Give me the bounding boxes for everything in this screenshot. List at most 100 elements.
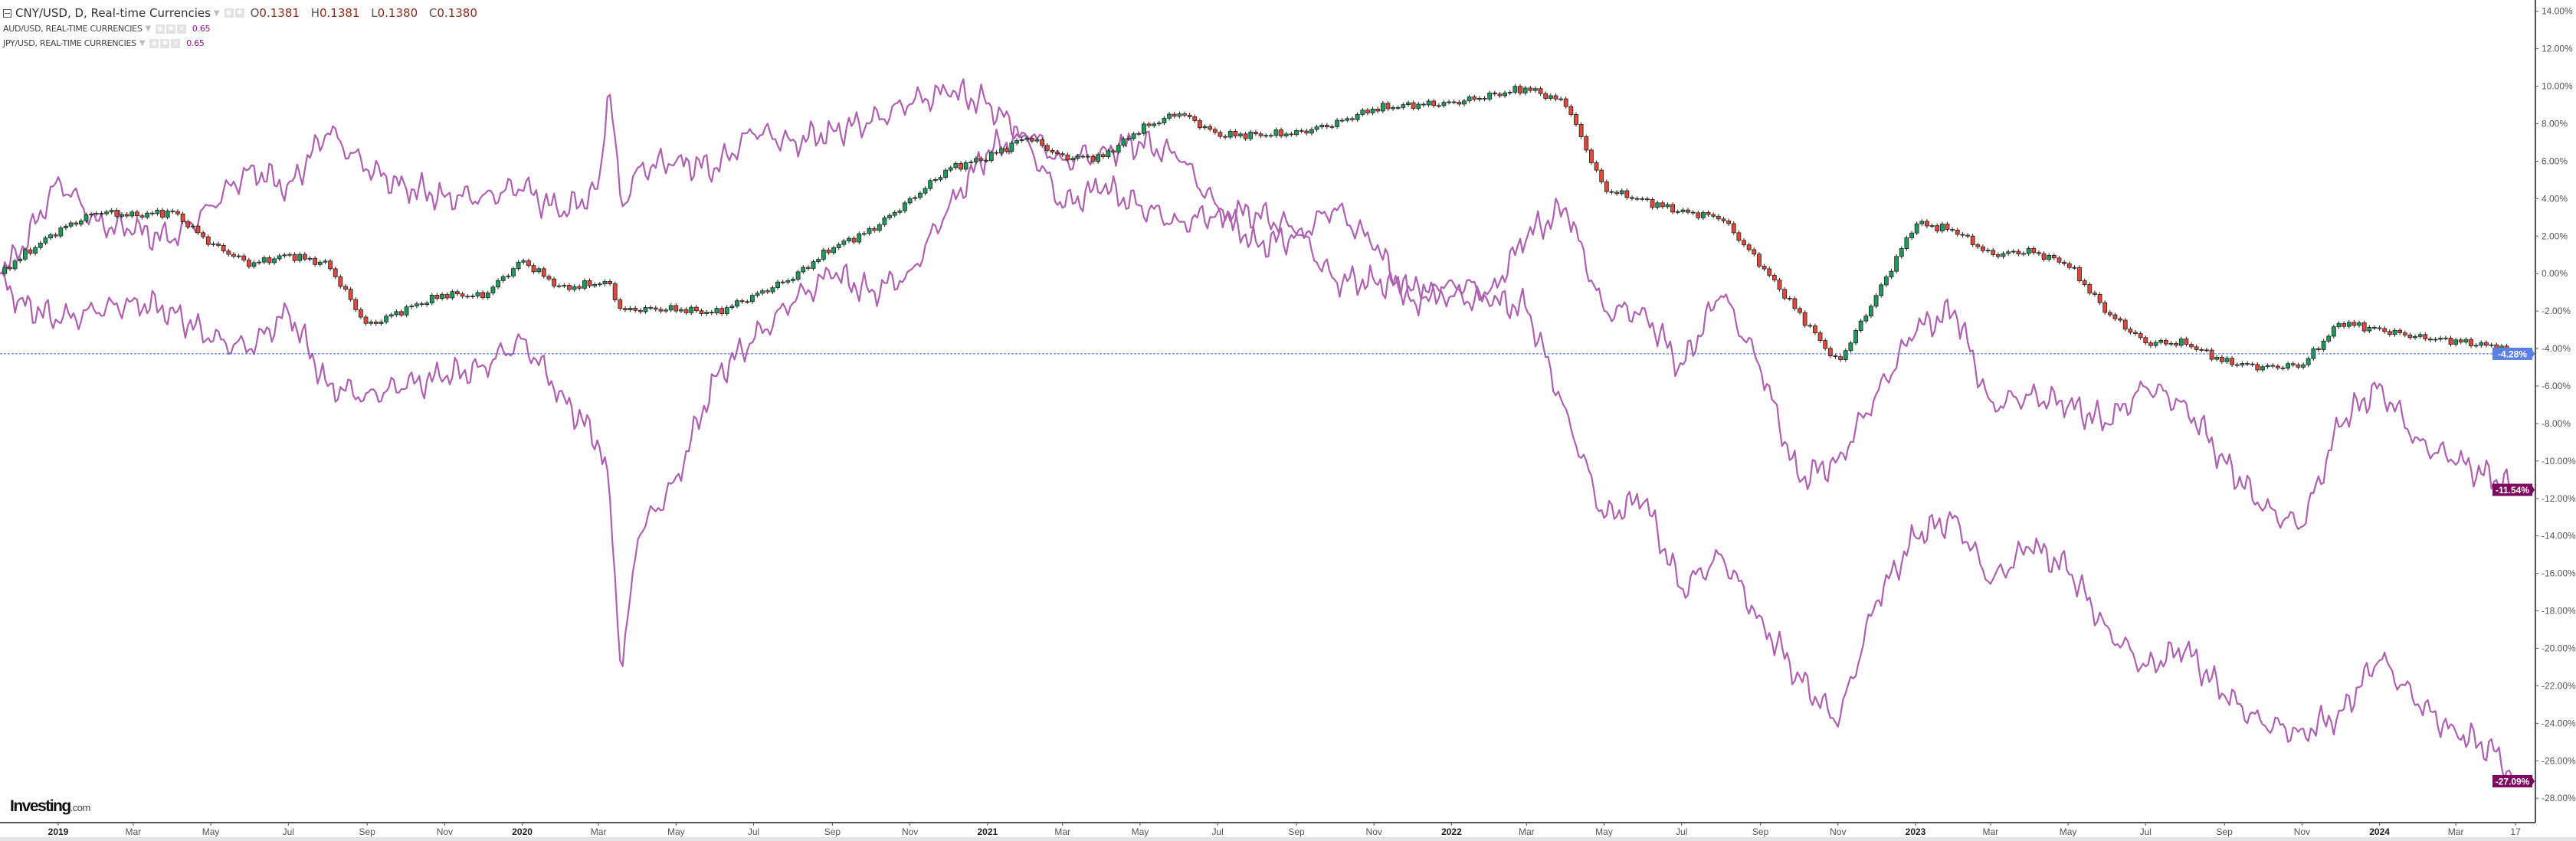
candle [236, 254, 241, 259]
jpy-series-title[interactable]: JPY/USD, REAL-TIME CURRENCIES [3, 38, 136, 48]
candle [1106, 149, 1111, 159]
candle [1258, 131, 1263, 139]
candle [333, 266, 338, 280]
candle-body [1289, 133, 1294, 136]
candle [1034, 137, 1040, 144]
candle [1670, 202, 1676, 214]
candle-body [1227, 130, 1233, 138]
bottom-scroll-strip[interactable] [0, 837, 2576, 841]
close-icon[interactable]: ✕ [171, 38, 181, 48]
candle [2026, 246, 2031, 256]
gear-icon[interactable]: ✱ [166, 24, 175, 34]
main-series-title[interactable]: CNY/USD, D, Real-time Currencies [15, 6, 211, 20]
candle [1675, 209, 1680, 214]
candle [1299, 128, 1304, 133]
candle-body [1584, 136, 1589, 151]
aud-series-title[interactable]: AUD/USD, REAL-TIME CURRENCIES [3, 24, 143, 34]
candle-body [120, 214, 124, 217]
candle [2011, 249, 2016, 254]
candle-body [1187, 114, 1192, 117]
candle [496, 278, 500, 290]
x-tick-label: Nov [437, 826, 453, 837]
candle [2316, 346, 2321, 352]
candle-body [2153, 342, 2158, 346]
candle-body [43, 237, 48, 244]
y-tick-label: -24.00% [2542, 718, 2576, 728]
dropdown-caret-icon[interactable]: ▼ [139, 39, 146, 47]
candle-body [693, 306, 699, 312]
visibility-icon[interactable]: ◉ [149, 38, 159, 48]
y-tick-label: 8.00% [2542, 118, 2568, 129]
candle [628, 306, 633, 313]
candle [2240, 361, 2245, 368]
candle [1574, 112, 1578, 127]
candle-body [287, 254, 292, 256]
candle-body [1162, 117, 1167, 123]
x-tick-label: Mar [1983, 826, 1999, 837]
candle [668, 303, 673, 313]
gear-icon[interactable]: ✱ [234, 8, 244, 18]
price-axis[interactable]: 14.00% 12.00% 10.00% 8.00% 6.00% 4.00% 2.00% 0.… [2535, 0, 2576, 823]
candle [811, 259, 816, 271]
candle-body [358, 309, 363, 318]
candle [1121, 136, 1126, 148]
candle-body [1254, 132, 1258, 135]
gear-icon[interactable]: ✱ [160, 38, 170, 48]
dropdown-caret-icon[interactable]: ▼ [145, 25, 152, 33]
candle [1655, 200, 1660, 210]
candle-body [2093, 293, 2097, 295]
visibility-icon[interactable]: ◉ [155, 24, 165, 34]
candle-body [1411, 102, 1416, 109]
x-tick-label: Jul [748, 826, 759, 837]
visibility-icon[interactable]: ◉ [224, 8, 234, 18]
candle [460, 291, 465, 299]
candle [2453, 337, 2459, 347]
candle [1696, 210, 1701, 221]
candle [2428, 336, 2433, 342]
candle-body [1029, 138, 1034, 142]
candle [1752, 247, 1757, 257]
time-axis[interactable]: 2019 Mar May Jul Sep Nov 2020 Mar May Jul Sep Nov 20… [0, 822, 2535, 837]
candle [2413, 334, 2417, 340]
candle-body [1981, 246, 1985, 251]
candle [1609, 189, 1614, 195]
candle-body [719, 308, 724, 315]
collapse-icon[interactable] [3, 8, 11, 18]
candle-body [892, 211, 897, 216]
candle [2265, 363, 2270, 369]
close-icon[interactable]: ✕ [176, 24, 186, 34]
candle [2041, 251, 2047, 262]
candle-body [968, 162, 974, 163]
candle [1578, 122, 1584, 139]
candle [1273, 127, 1279, 138]
candle-body [699, 310, 704, 314]
candle [429, 293, 434, 306]
candle [999, 146, 1004, 155]
candle-body [2417, 334, 2423, 337]
candle-body [1767, 268, 1772, 276]
close-value: 0.1380 [437, 6, 477, 20]
candle [623, 306, 628, 313]
candle-body [2006, 251, 2011, 254]
candle-body [831, 247, 836, 254]
candle-body [440, 293, 444, 299]
candle [2204, 347, 2209, 352]
candle [1243, 131, 1248, 142]
candle [2372, 325, 2377, 330]
candle [1690, 210, 1696, 215]
candle-body [1004, 148, 1009, 152]
candle [160, 208, 165, 220]
dropdown-caret-icon[interactable]: ▼ [213, 8, 220, 18]
candle-body [2336, 322, 2342, 328]
candle [1858, 319, 1863, 333]
candle-body [2230, 358, 2235, 365]
candle-body [1619, 190, 1624, 195]
candle-body [1345, 118, 1350, 121]
candle-body [2260, 366, 2265, 371]
candle [480, 290, 486, 300]
candle-body [664, 309, 668, 312]
badge-background [2492, 483, 2532, 496]
candle-body [2433, 339, 2438, 341]
candle-body [2037, 252, 2041, 254]
